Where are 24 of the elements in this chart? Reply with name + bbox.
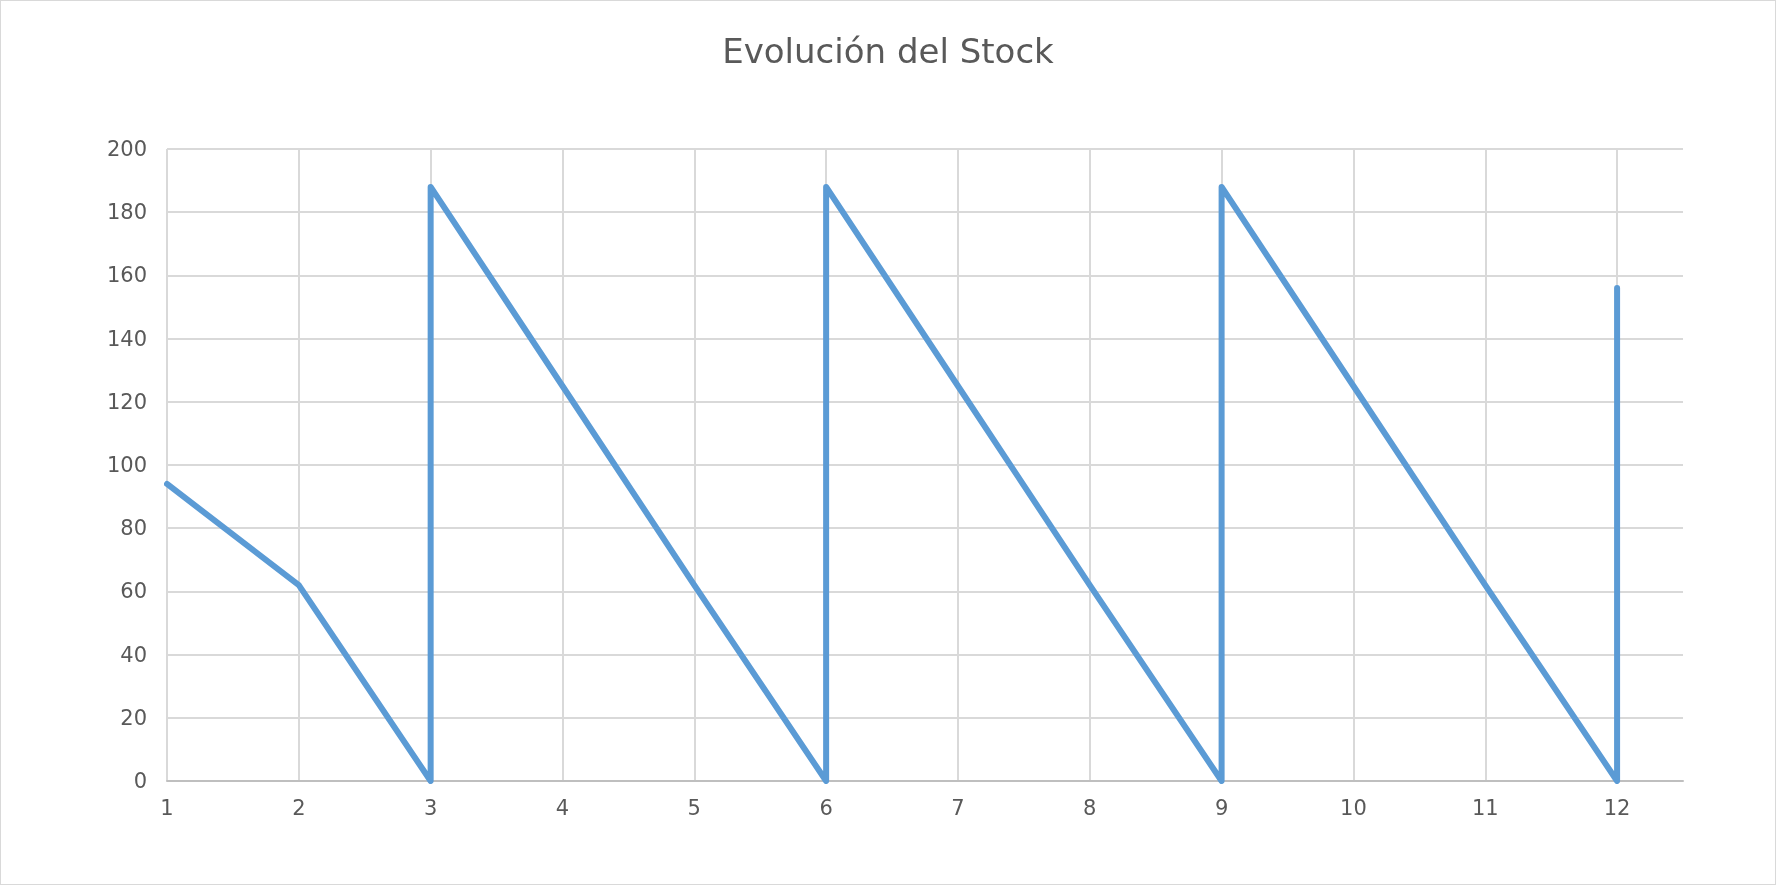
x-tick-label: 10 (1340, 795, 1367, 820)
x-tick-label: 11 (1471, 795, 1499, 820)
y-tick-label: 120 (106, 389, 147, 414)
x-tick-label: 4 (555, 795, 570, 820)
x-tick-label: 1 (160, 795, 174, 820)
y-tick-label: 160 (106, 263, 147, 288)
y-tick-label: 100 (106, 453, 147, 477)
x-tick-label: 5 (687, 795, 701, 820)
x-tick-label: 7 (951, 795, 965, 820)
y-tick-label: 200 (106, 137, 147, 161)
y-tick-label: 60 (120, 579, 147, 604)
x-tick-label: 9 (1214, 795, 1229, 820)
x-tick-label: 6 (819, 795, 833, 820)
y-tick-label: 80 (120, 516, 147, 541)
y-tick-label: 180 (106, 200, 147, 225)
x-tick-label: 12 (1603, 795, 1631, 820)
y-tick-label: 140 (106, 326, 147, 351)
y-tick-label: 0 (133, 769, 147, 793)
x-tick-label: 8 (1083, 795, 1097, 820)
x-tick-label: 2 (292, 795, 306, 820)
x-tick-label: 3 (423, 795, 438, 820)
y-tick-label: 20 (120, 705, 147, 730)
y-tick-label: 40 (120, 642, 147, 667)
chart-title: Evolución del Stock (722, 31, 1055, 71)
